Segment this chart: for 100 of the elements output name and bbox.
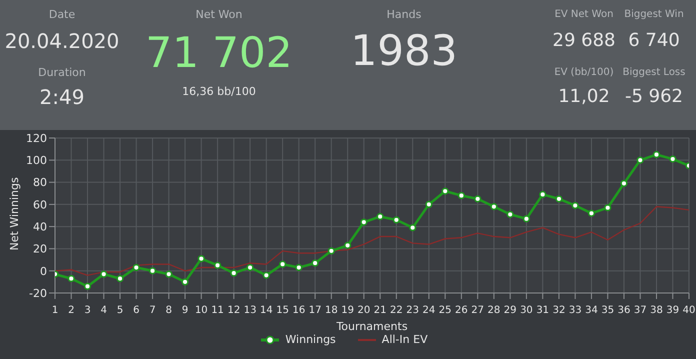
point: [409, 224, 416, 232]
x-tick-label: 33: [568, 305, 582, 316]
x-tick-label: 13: [244, 305, 256, 316]
point: [458, 192, 465, 200]
y-tick-label: -20: [29, 286, 47, 300]
text: 20.04.2020: [4, 29, 120, 53]
point: [636, 156, 644, 164]
point: [312, 260, 319, 267]
point: [295, 264, 302, 272]
x-tick-label: 16: [292, 305, 306, 316]
text: 2:49: [38, 85, 86, 109]
x-tick-label: 7: [149, 305, 156, 316]
point: [604, 204, 612, 212]
x-tick-label: 15: [276, 305, 289, 316]
point: [555, 195, 562, 202]
point: [652, 151, 660, 158]
text: 6 740: [628, 30, 680, 51]
x-tick-label: 38: [650, 305, 663, 316]
y-tick-label: 0: [40, 264, 47, 278]
x-tick-label: 14: [260, 305, 273, 316]
x-axis-title: Tournaments: [335, 320, 408, 333]
x-tick-label: 39: [666, 305, 680, 316]
point: [392, 216, 400, 224]
point: [490, 203, 498, 210]
text: -5 962: [624, 86, 684, 107]
point: [198, 255, 205, 262]
x-tick-label: 3: [84, 305, 91, 316]
point: [230, 270, 238, 277]
x-tick-label: 8: [166, 305, 172, 316]
point: [442, 188, 449, 195]
point: [425, 200, 432, 208]
point: [182, 278, 189, 286]
x-tick-label: 28: [488, 305, 500, 316]
text: 29 688: [552, 30, 616, 51]
x-tick-label: 25: [438, 305, 452, 316]
text: 11,02: [558, 86, 610, 107]
text: Net Won: [194, 8, 244, 22]
x-tick-label: 31: [536, 305, 550, 316]
point: [214, 262, 222, 269]
point: [539, 190, 546, 198]
point: [572, 202, 579, 210]
point: [68, 275, 75, 282]
x-tick-label: 2: [68, 305, 74, 316]
point: [522, 215, 530, 222]
text: EV (bb/100): [554, 67, 614, 78]
point: [84, 282, 92, 290]
text: Date: [48, 8, 76, 22]
x-tick-label: 36: [618, 305, 630, 316]
y-axis-title: Net Winnings: [8, 177, 21, 250]
x-tick-label: 12: [227, 305, 240, 316]
text: Biggest Loss: [622, 67, 686, 78]
point: [376, 213, 384, 220]
x-tick-label: 10: [194, 305, 208, 316]
x-tick-label: 21: [374, 305, 386, 316]
x-tick-label: 35: [601, 305, 614, 316]
text: 16,36 bb/100: [181, 85, 257, 98]
point: [279, 260, 286, 268]
y-tick-label: 20: [33, 242, 47, 256]
point: [506, 210, 514, 218]
point: [474, 195, 482, 202]
x-tick-label: 20: [358, 305, 370, 316]
text: EV Net Won: [554, 9, 614, 20]
point: [100, 270, 108, 278]
x-tick-label: 30: [520, 305, 533, 316]
legend-label: All-In EV: [382, 333, 428, 346]
x-tick-label: 18: [324, 305, 338, 316]
x-tick-label: 6: [133, 305, 140, 316]
point: [669, 155, 676, 163]
point: [344, 242, 352, 249]
point: [246, 264, 254, 272]
x-tick-label: 24: [422, 305, 436, 316]
x-tick-label: 27: [471, 305, 484, 316]
y-tick-label: 60: [33, 198, 47, 212]
point: [148, 267, 156, 274]
x-tick-label: 5: [116, 305, 124, 316]
x-tick-label: 17: [308, 305, 322, 316]
x-tick-label: 34: [585, 305, 598, 316]
x-tick-label: 1: [52, 305, 58, 316]
x-tick-label: 37: [634, 305, 647, 316]
point: [116, 275, 124, 282]
x-tick-label: 26: [455, 305, 468, 316]
x-tick-label: 29: [504, 305, 517, 316]
x-tick-label: 19: [341, 305, 354, 316]
y-tick-label: 40: [33, 220, 47, 234]
text: 1983: [350, 26, 458, 75]
text: 71 702: [144, 28, 294, 77]
x-tick-label: 40: [682, 305, 696, 316]
text: Duration: [37, 66, 87, 80]
point: [620, 180, 628, 187]
y-tick-label: 80: [33, 176, 47, 190]
y-tick-label: 120: [26, 132, 47, 145]
point: [132, 264, 140, 272]
x-tick-label: 4: [100, 305, 107, 316]
point: [165, 270, 172, 278]
point: [262, 272, 270, 279]
text: Biggest Win: [624, 9, 684, 20]
point: [360, 218, 368, 226]
point: [328, 247, 335, 254]
x-tick-label: 22: [390, 305, 403, 316]
y-tick-label: 100: [26, 154, 47, 168]
